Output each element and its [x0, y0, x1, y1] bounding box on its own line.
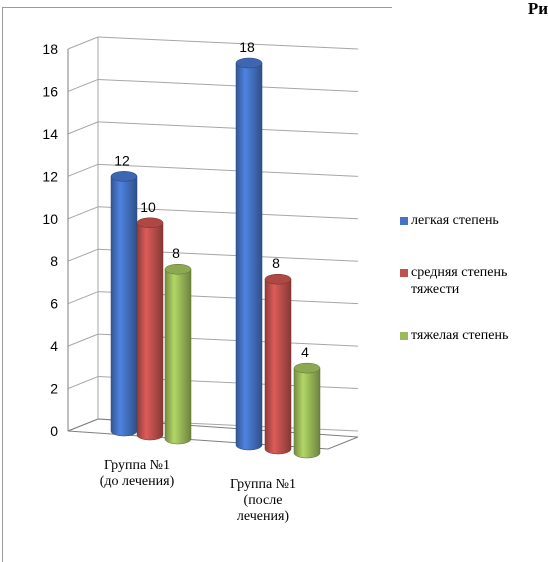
- x-category-label: Группа №1 (до лечения): [99, 458, 175, 489]
- gridline: [97, 163, 359, 177]
- data-label: 4: [301, 344, 309, 360]
- data-label: 8: [272, 255, 280, 271]
- y-tick-label: 0: [50, 423, 58, 439]
- legend-label: легкая степень: [411, 213, 499, 228]
- legend-item: средняя степень тяжести: [400, 264, 507, 298]
- gridline-side: [67, 333, 99, 347]
- y-tick-label: 8: [50, 253, 58, 269]
- bar-cylinder: [293, 367, 321, 459]
- y-tick-label: 12: [42, 168, 58, 184]
- y-tick-label: 4: [50, 338, 58, 354]
- bar-cylinder: [136, 222, 164, 441]
- bar-top: [110, 171, 138, 182]
- bar-cylinder: [235, 62, 263, 451]
- chart-svg: 0 2 4 6 8 10 12 14 16 18 12 10 8 18 8 4: [2, 7, 392, 562]
- corner-text: Ри: [527, 0, 548, 18]
- gridline-side: [67, 163, 99, 177]
- bar-cylinder: [110, 176, 138, 437]
- y-tick-label: 18: [42, 41, 58, 57]
- bar-top: [293, 362, 321, 374]
- legend-swatch: [400, 332, 408, 340]
- gridline-side: [67, 376, 99, 390]
- y-tick-label: 6: [50, 296, 58, 312]
- gridline-side: [67, 206, 99, 220]
- bar-top: [136, 217, 164, 229]
- legend-item: легкая степень: [400, 212, 499, 229]
- legend-label: тяжести: [411, 282, 460, 297]
- gridline-side: [67, 121, 99, 135]
- bar-top: [164, 263, 192, 275]
- gridline-side: [67, 291, 99, 305]
- y-tick-label: 10: [42, 211, 58, 227]
- bar-top: [235, 57, 263, 69]
- y-tick-label: 2: [50, 381, 58, 397]
- y-tick-label: 16: [42, 83, 58, 99]
- legend-label: средняя степень: [411, 265, 508, 280]
- data-label: 12: [114, 152, 130, 168]
- data-label: 18: [239, 39, 255, 55]
- gridline-side: [67, 248, 99, 262]
- legend-swatch: [400, 269, 408, 277]
- legend-swatch: [400, 217, 408, 225]
- data-label: 8: [172, 245, 180, 261]
- legend-item: тяжелая степень: [400, 327, 508, 344]
- gridline-side: [67, 36, 99, 50]
- bar-cylinder: [164, 268, 192, 445]
- bar-cylinder: [264, 278, 292, 455]
- y-tick-label: 14: [42, 126, 58, 142]
- data-label: 10: [140, 199, 156, 215]
- gridline: [97, 36, 359, 50]
- gridline: [97, 78, 359, 92]
- x-category-label: Группа №1 (после лечения): [229, 477, 297, 524]
- gridline: [97, 121, 359, 135]
- gridline-side: [67, 78, 99, 92]
- gridline: [97, 206, 359, 220]
- bar-top: [264, 273, 292, 285]
- legend-label: тяжелая степень: [411, 328, 509, 343]
